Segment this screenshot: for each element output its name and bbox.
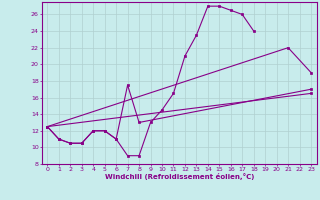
X-axis label: Windchill (Refroidissement éolien,°C): Windchill (Refroidissement éolien,°C): [105, 173, 254, 180]
